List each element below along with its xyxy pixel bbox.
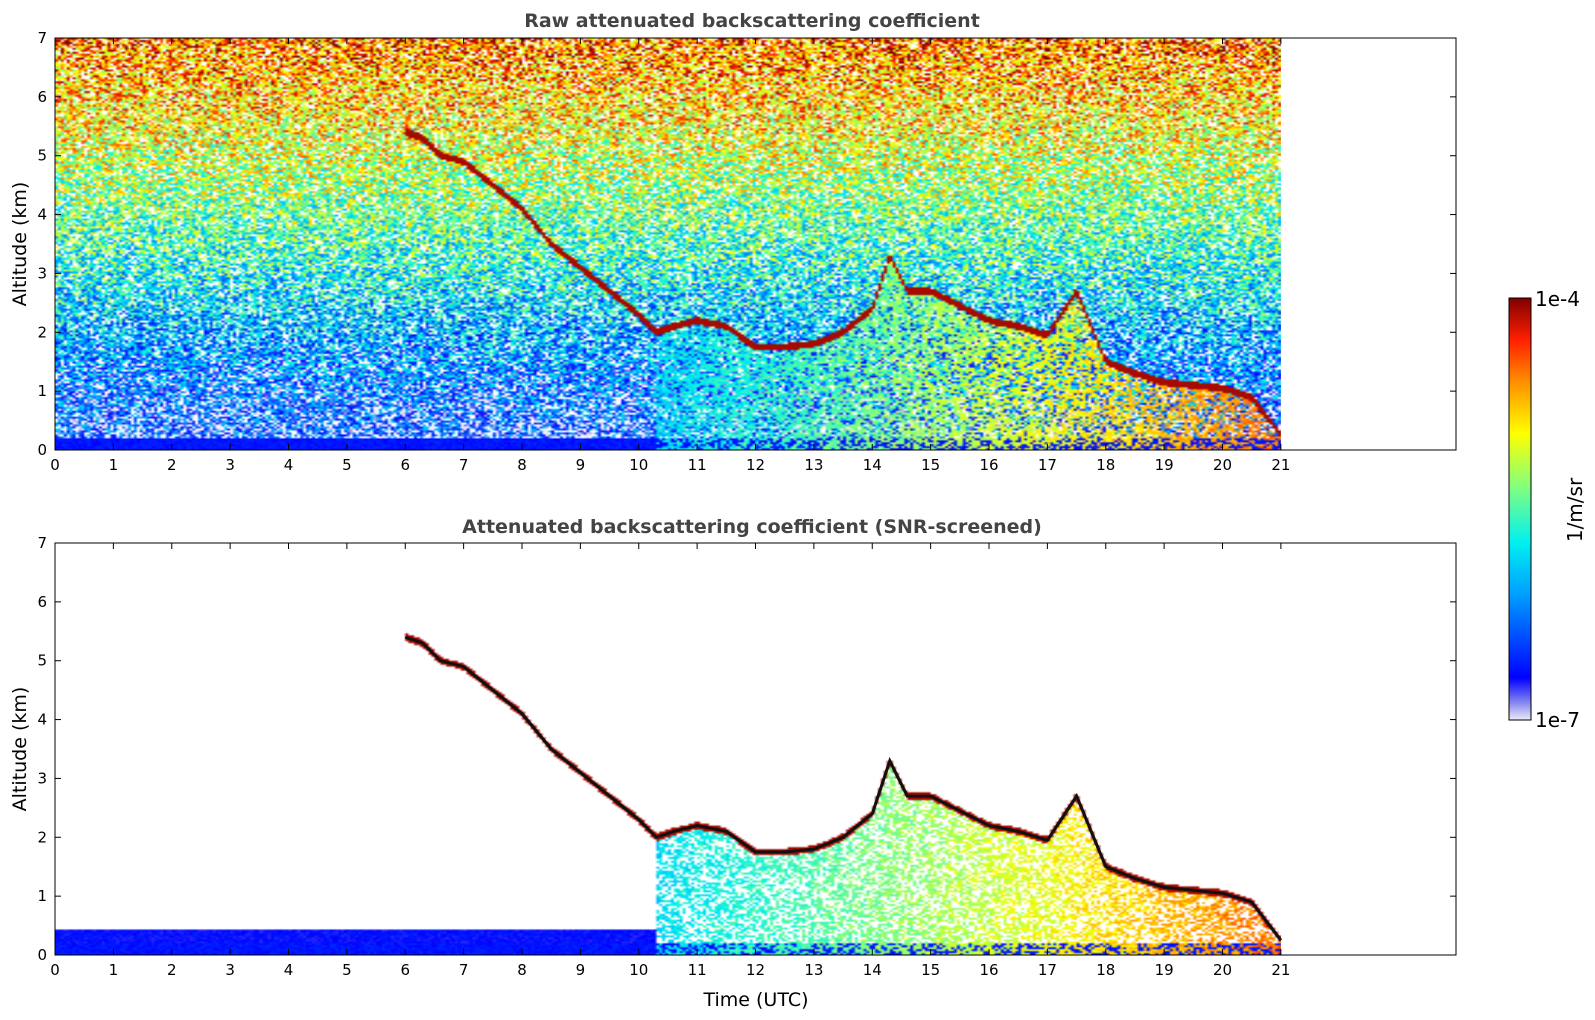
y-tick-label: 2 [37, 323, 47, 341]
x-tick-label: 2 [167, 961, 177, 979]
x-tick-label: 20 [1213, 961, 1232, 979]
x-axis-label: Time (UTC) [702, 989, 808, 1011]
y-axis-ticks: 0 1 2 3 4 5 6 7 [37, 534, 1456, 964]
x-tick-label: 13 [804, 961, 823, 979]
y-tick-label: 7 [37, 534, 47, 552]
x-tick-label: 6 [400, 456, 410, 474]
backscatter-heatmap [55, 543, 1281, 955]
x-tick-label: 21 [1271, 456, 1290, 474]
y-tick-label: 3 [37, 264, 47, 282]
y-tick-label: 1 [37, 382, 47, 400]
x-tick-label: 19 [1155, 456, 1174, 474]
y-tick-label: 6 [37, 593, 47, 611]
y-tick-label: 4 [37, 711, 47, 729]
colorbar-min-label: 1e-7 [1535, 708, 1580, 732]
x-tick-label: 21 [1271, 961, 1290, 979]
y-axis-label: Altitude (km) [9, 687, 31, 812]
x-tick-label: 14 [863, 456, 882, 474]
panel-title: Raw attenuated backscattering coefficien… [524, 10, 980, 32]
x-tick-label: 5 [342, 961, 352, 979]
screened-backscatter-panel: Attenuated backscattering coefficient (S… [9, 516, 1457, 1011]
colorbar-max-label: 1e-4 [1535, 287, 1580, 311]
y-tick-label: 3 [37, 769, 47, 787]
x-tick-label: 7 [459, 961, 469, 979]
x-tick-label: 14 [863, 961, 882, 979]
x-tick-label: 3 [225, 456, 235, 474]
x-tick-label: 1 [109, 456, 119, 474]
cloud-base-line [404, 635, 1283, 942]
x-tick-label: 9 [576, 456, 586, 474]
x-tick-label: 6 [400, 961, 410, 979]
x-tick-label: 0 [50, 961, 60, 979]
y-axis-ticks: 0 1 2 3 4 5 6 7 [37, 29, 1456, 459]
x-tick-label: 11 [688, 961, 707, 979]
cloud-layer [404, 635, 1283, 942]
x-tick-label: 7 [459, 456, 469, 474]
y-axis-label: Altitude (km) [9, 182, 31, 307]
x-tick-label: 1 [109, 961, 119, 979]
x-tick-label: 12 [746, 961, 765, 979]
x-tick-label: 10 [629, 456, 648, 474]
x-tick-label: 10 [629, 961, 648, 979]
y-tick-label: 5 [37, 147, 47, 165]
x-tick-label: 15 [921, 961, 940, 979]
raw-backscatter-panel: Raw attenuated backscattering coefficien… [9, 10, 1457, 474]
x-tick-label: 4 [284, 456, 294, 474]
x-tick-label: 2 [167, 456, 177, 474]
x-tick-label: 20 [1213, 456, 1232, 474]
y-tick-label: 1 [37, 887, 47, 905]
y-tick-label: 0 [37, 441, 47, 459]
x-tick-label: 8 [517, 961, 527, 979]
colorbar-gradient [1508, 297, 1532, 721]
x-tick-label: 17 [1038, 456, 1057, 474]
x-tick-label: 9 [576, 961, 586, 979]
x-tick-label: 11 [688, 456, 707, 474]
x-tick-label: 5 [342, 456, 352, 474]
y-tick-label: 6 [37, 88, 47, 106]
x-tick-label: 3 [225, 961, 235, 979]
x-tick-label: 19 [1155, 961, 1174, 979]
y-tick-label: 7 [37, 29, 47, 47]
x-axis-ticks: 0 1 2 3 4 5 6 7 8 9 10 11 12 13 14 15 16 17 18 19 20 21 [50, 543, 1290, 979]
x-tick-label: 13 [804, 456, 823, 474]
x-tick-label: 12 [746, 456, 765, 474]
colorbar-unit-label: 1/m/sr [1563, 477, 1587, 542]
x-tick-label: 8 [517, 456, 527, 474]
colorbar: 1e-4 1e-7 1/m/sr [1508, 287, 1587, 732]
x-tick-label: 16 [979, 961, 998, 979]
x-tick-label: 17 [1038, 961, 1057, 979]
x-tick-label: 16 [979, 456, 998, 474]
y-tick-label: 4 [37, 206, 47, 224]
x-tick-label: 15 [921, 456, 940, 474]
x-tick-label: 18 [1096, 961, 1115, 979]
x-axis-ticks: 0 1 2 3 4 5 6 7 8 9 10 11 12 13 14 15 16 17 18 19 20 21 [50, 38, 1290, 474]
y-tick-label: 5 [37, 652, 47, 670]
y-tick-label: 0 [37, 946, 47, 964]
panel-title: Attenuated backscattering coefficient (S… [462, 516, 1042, 538]
x-tick-label: 0 [50, 456, 60, 474]
x-tick-label: 4 [284, 961, 294, 979]
y-tick-label: 2 [37, 828, 47, 846]
x-tick-label: 18 [1096, 456, 1115, 474]
backscatter-heatmap [55, 38, 1281, 450]
